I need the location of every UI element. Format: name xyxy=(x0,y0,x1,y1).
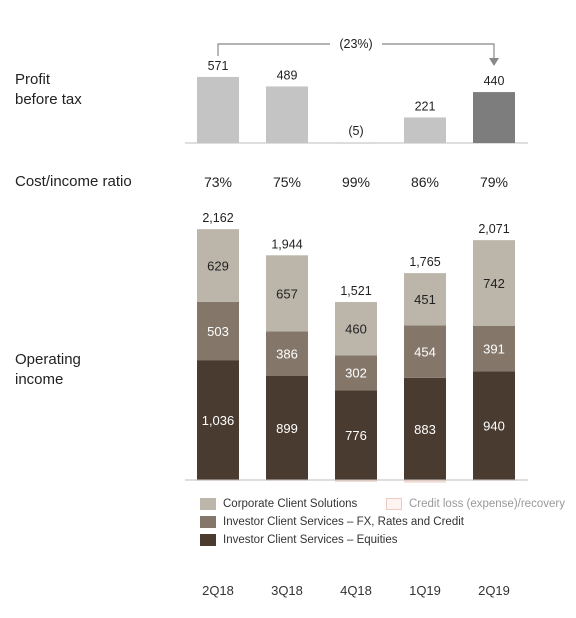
operating-segment-label: 899 xyxy=(276,421,298,436)
credit-loss-bar-segment xyxy=(335,480,377,482)
legend-label: Corporate Client Solutions xyxy=(223,498,358,510)
quarter-label-1q19: 1Q19 xyxy=(409,583,441,598)
legend-item-corporate-client-solutions: Corporate Client Solutions xyxy=(200,498,357,510)
arrow-down-icon xyxy=(489,58,499,66)
operating-total-label: 2,071 xyxy=(478,222,509,236)
cost-income-value: 73% xyxy=(204,174,232,190)
operating-bar-segment xyxy=(335,355,377,391)
operating-bar-segment xyxy=(197,301,239,361)
legend-item-credit-loss: Credit loss (expense)/recovery xyxy=(386,498,565,510)
change-bracket-right xyxy=(382,43,495,60)
operating-bar-segment xyxy=(335,390,377,480)
cost-income-value: 99% xyxy=(342,174,370,190)
cost-income-value: 86% xyxy=(411,174,439,190)
profit-before-tax-label: Profit before tax xyxy=(15,70,82,110)
operating-segment-label: 302 xyxy=(345,366,367,381)
profit-label-line1: Profit xyxy=(15,71,51,88)
profit-bar-2q18 xyxy=(197,76,239,143)
operating-segment-label: 883 xyxy=(414,422,436,437)
cost-income-value: 75% xyxy=(273,174,301,190)
operating-segment-label: 629 xyxy=(207,259,229,274)
change-annotation: (23%) xyxy=(339,37,372,51)
operating-total-label: 2,162 xyxy=(202,211,233,225)
profit-value-label: 221 xyxy=(415,99,436,113)
operating-bar-segment xyxy=(266,375,308,480)
operating-segment-label: 391 xyxy=(483,342,505,357)
profit-bar-4q18 xyxy=(335,143,377,144)
operating-bar-segment xyxy=(473,371,515,480)
profit-value-label: 440 xyxy=(484,74,505,88)
operating-bar-segment xyxy=(404,273,446,326)
operating-segment-label: 1,036 xyxy=(202,413,235,428)
operating-label-line1: Operating xyxy=(15,351,81,368)
operating-segment-label: 451 xyxy=(414,292,436,307)
quarter-label-4q18: 4Q18 xyxy=(340,583,372,598)
operating-bar-segment xyxy=(266,255,308,332)
profit-label-line2: before tax xyxy=(15,91,82,108)
legend-item-investor-client-equities: Investor Client Services – Equities xyxy=(200,534,398,546)
operating-segment-label: 460 xyxy=(345,322,367,337)
operating-segment-label: 742 xyxy=(483,276,505,291)
profit-bar-1q19 xyxy=(404,117,446,143)
operating-bar-segment xyxy=(197,229,239,302)
legend-swatch xyxy=(200,534,216,546)
operating-bar-segment xyxy=(404,325,446,378)
legend-label: Investor Client Services – Equities xyxy=(223,534,398,546)
operating-total-label: 1,521 xyxy=(340,284,371,298)
legend-label: Investor Client Services – FX, Rates and… xyxy=(223,516,464,528)
quarter-label-2q19: 2Q19 xyxy=(478,583,510,598)
legend-swatch xyxy=(386,498,402,510)
operating-segment-label: 940 xyxy=(483,419,505,434)
operating-segment-label: 657 xyxy=(276,286,298,301)
legend-swatch xyxy=(200,498,216,510)
profit-bar-3q18 xyxy=(266,86,308,143)
operating-segment-label: 776 xyxy=(345,428,367,443)
operating-bar-segment xyxy=(335,302,377,356)
quarter-label-2q18: 2Q18 xyxy=(202,583,234,598)
operating-bar-segment xyxy=(473,240,515,327)
profit-value-label: (5) xyxy=(348,124,363,138)
operating-segment-label: 503 xyxy=(207,324,229,339)
operating-bar-segment xyxy=(404,377,446,480)
profit-value-label: 489 xyxy=(277,68,298,82)
operating-income-label: Operating income xyxy=(15,350,81,390)
operating-bar-segment xyxy=(473,326,515,372)
operating-total-label: 1,765 xyxy=(409,255,440,269)
legend-item-investor-client-fx: Investor Client Services – FX, Rates and… xyxy=(200,516,464,528)
operating-bar-segment xyxy=(197,360,239,480)
profit-value-label: 571 xyxy=(208,59,229,73)
operating-label-line2: income xyxy=(15,371,64,388)
operating-bar-segment xyxy=(266,331,308,376)
cost-income-ratio-label: Cost/income ratio xyxy=(15,173,132,190)
operating-segment-label: 386 xyxy=(276,347,298,362)
operating-total-label: 1,944 xyxy=(271,237,302,251)
profit-bar-2q19 xyxy=(473,92,515,143)
change-bracket-left xyxy=(217,43,330,56)
legend-label: Credit loss (expense)/recovery xyxy=(409,498,565,510)
quarter-label-3q18: 3Q18 xyxy=(271,583,303,598)
cost-income-value: 79% xyxy=(480,174,508,190)
credit-loss-bar-segment xyxy=(404,480,446,483)
legend-swatch xyxy=(200,516,216,528)
operating-segment-label: 454 xyxy=(414,345,436,360)
